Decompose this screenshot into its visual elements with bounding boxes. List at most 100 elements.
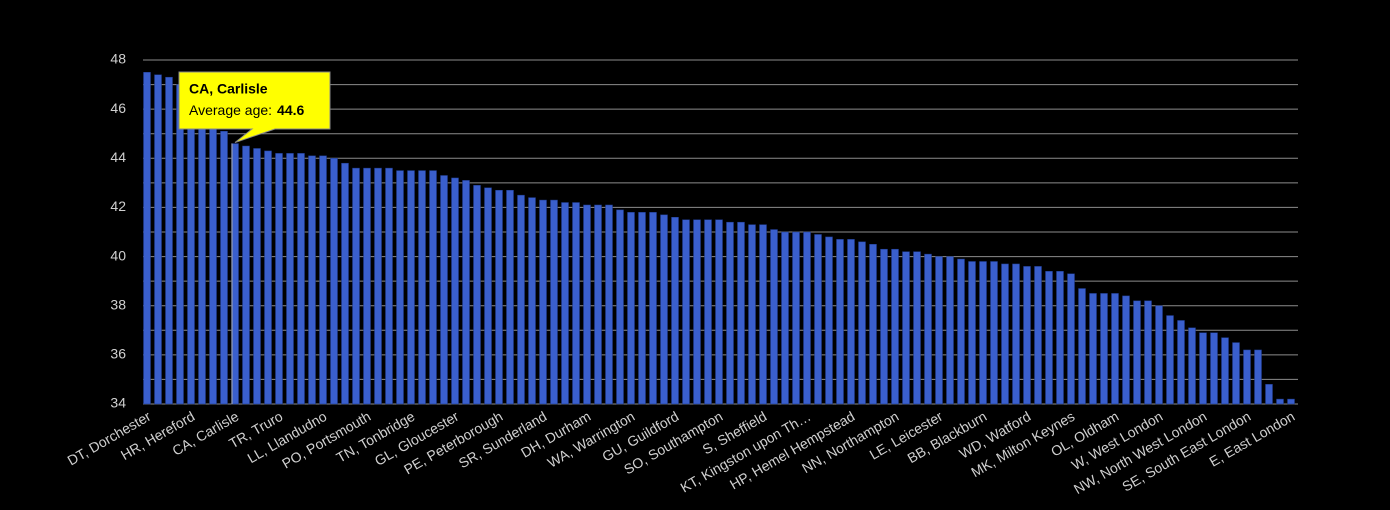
bar	[583, 204, 591, 405]
bar	[1034, 266, 1042, 405]
bar	[968, 261, 976, 405]
bar	[1023, 266, 1031, 405]
bar	[154, 74, 162, 405]
bar	[1210, 332, 1218, 405]
bar	[770, 229, 778, 405]
bar	[715, 219, 723, 405]
bar	[198, 118, 206, 405]
bar	[1287, 398, 1295, 405]
y-tick-label: 40	[110, 247, 126, 263]
bar	[330, 158, 338, 405]
bar	[1254, 349, 1262, 405]
y-tick-label: 44	[110, 149, 126, 165]
bar	[1133, 300, 1141, 405]
bar	[880, 248, 888, 405]
bar	[1067, 273, 1075, 405]
bar	[924, 253, 932, 405]
bar	[440, 175, 448, 405]
bar	[1265, 384, 1273, 405]
bar	[363, 167, 371, 405]
bar	[374, 167, 382, 405]
bar	[319, 155, 327, 405]
bar	[495, 189, 503, 405]
bar	[748, 224, 756, 405]
bar	[572, 202, 580, 405]
bar	[979, 261, 987, 405]
bar	[616, 209, 624, 405]
bar	[1111, 293, 1119, 405]
bar	[649, 212, 657, 405]
bar	[451, 177, 459, 405]
bar	[825, 236, 833, 405]
bar	[209, 123, 217, 405]
bar	[528, 197, 536, 405]
bar	[902, 251, 910, 405]
bar	[869, 244, 877, 405]
bar	[1155, 305, 1163, 405]
bar	[539, 199, 547, 405]
bar	[231, 143, 239, 405]
y-tick-label: 48	[110, 51, 126, 67]
y-tick-label: 34	[110, 395, 126, 411]
bar	[781, 231, 789, 405]
bar	[858, 241, 866, 405]
bar	[682, 219, 690, 405]
bar	[913, 251, 921, 405]
bar	[286, 153, 294, 405]
bar	[308, 155, 316, 405]
bar	[737, 221, 745, 405]
bar	[1243, 349, 1251, 405]
bar	[660, 214, 668, 405]
bar	[1089, 293, 1097, 405]
tooltip-title: CA, Carlisle	[189, 81, 268, 97]
bar	[1232, 342, 1240, 405]
bar	[462, 180, 470, 405]
bar	[385, 167, 393, 405]
bar	[792, 231, 800, 405]
bar	[396, 170, 404, 405]
bar	[594, 204, 602, 405]
bar	[517, 194, 525, 405]
tooltip-value: 44.6	[277, 102, 304, 118]
bar	[407, 170, 415, 405]
tooltip-box	[178, 71, 331, 144]
bar	[1078, 288, 1086, 405]
bar	[1122, 295, 1130, 405]
bar	[803, 231, 811, 405]
bar	[1188, 327, 1196, 405]
bar	[242, 145, 250, 405]
bar	[1144, 300, 1152, 405]
bar	[1056, 271, 1064, 405]
bar	[759, 224, 767, 405]
bar	[814, 234, 822, 405]
bar	[693, 219, 701, 405]
bar	[264, 150, 272, 405]
bar	[341, 162, 349, 405]
bar	[990, 261, 998, 405]
bar	[506, 189, 514, 405]
bar	[176, 84, 184, 405]
bar	[935, 256, 943, 405]
bar	[352, 167, 360, 405]
bar	[891, 248, 899, 405]
bar	[638, 212, 646, 405]
bar	[1177, 320, 1185, 405]
bar	[220, 131, 228, 405]
bar	[946, 256, 954, 405]
y-tick-label: 42	[110, 198, 126, 214]
bar	[1276, 398, 1284, 405]
bar	[1221, 337, 1229, 405]
bar	[143, 72, 151, 405]
bar	[1100, 293, 1108, 405]
bar	[473, 185, 481, 405]
bar	[836, 239, 844, 405]
y-tick-label: 46	[110, 100, 126, 116]
bar	[627, 212, 635, 405]
bar	[165, 76, 173, 405]
bar	[561, 202, 569, 405]
tooltip: CA, Carlisle Average age: 44.6	[178, 71, 331, 144]
bar	[726, 221, 734, 405]
bar	[1012, 263, 1020, 405]
